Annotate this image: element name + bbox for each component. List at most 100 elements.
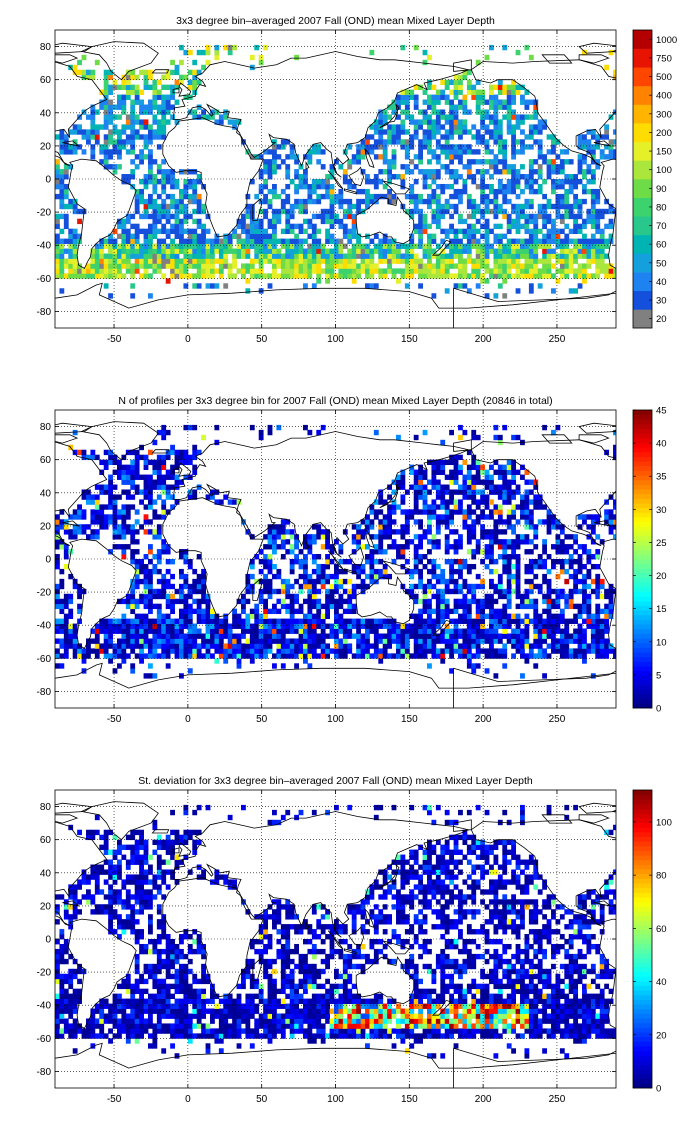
data-bin [528, 248, 534, 254]
data-bin [351, 228, 357, 235]
data-bin [63, 149, 69, 155]
data-bin [254, 633, 260, 639]
data-bin [559, 273, 565, 279]
data-bin [365, 243, 370, 249]
data-bin [480, 109, 486, 115]
data-bin [356, 539, 361, 545]
data-bin [63, 164, 69, 170]
data-bin [502, 628, 508, 634]
data-bin [365, 554, 370, 560]
data-bin [351, 623, 357, 629]
data-bin [493, 534, 499, 540]
data-bin [334, 573, 339, 580]
data-bin [187, 603, 193, 610]
colorbar-tick-label: 80 [656, 202, 667, 213]
data-bin [130, 159, 136, 165]
data-bin [223, 633, 229, 639]
data-bin [440, 573, 446, 580]
data-bin [440, 593, 446, 600]
data-bin [462, 129, 468, 135]
data-bin [63, 183, 69, 190]
data-bin [520, 238, 525, 244]
data-bin [475, 243, 481, 249]
data-bin [148, 203, 153, 210]
data-bin [369, 623, 375, 629]
data-bin [267, 164, 273, 170]
data-bin [502, 154, 508, 160]
data-bin [196, 253, 202, 259]
data-bin [418, 648, 423, 654]
data-bin [103, 149, 109, 155]
data-bin [533, 504, 539, 510]
data-bin [559, 568, 565, 575]
data-bin [431, 233, 437, 239]
data-bin [382, 129, 388, 135]
data-bin [458, 539, 463, 545]
colorbar-swatch [633, 160, 652, 180]
data-bin [55, 268, 60, 274]
data-bin [90, 124, 96, 130]
data-bin [294, 54, 299, 61]
data-bin [449, 79, 455, 86]
data-bin [466, 534, 472, 540]
data-bin [586, 144, 592, 150]
colorbar-tick-label: 50 [656, 258, 667, 269]
data-bin [90, 648, 96, 654]
data-bin [497, 104, 503, 110]
data-bin [232, 499, 237, 505]
data-bin [427, 273, 432, 279]
data-bin [444, 129, 450, 135]
data-bin [551, 139, 556, 145]
data-bin [391, 253, 397, 259]
data-bin [444, 288, 450, 294]
data-bin [404, 283, 410, 289]
data-bin [511, 179, 517, 185]
data-bin [258, 633, 264, 639]
data-bin [196, 583, 202, 590]
data-bin [112, 104, 118, 110]
data-bin [568, 603, 574, 610]
data-bin [156, 213, 162, 220]
data-bin [148, 213, 153, 220]
colorbar-tick-label: 500 [656, 72, 672, 83]
data-bin [480, 559, 486, 565]
data-bin [334, 623, 339, 629]
data-bin [484, 648, 490, 654]
data-bin [307, 578, 313, 585]
data-bin [81, 653, 87, 659]
data-bin [431, 509, 437, 515]
data-bin [475, 643, 481, 649]
data-bin [356, 529, 361, 535]
data-bin [484, 233, 490, 239]
data-bin [285, 618, 291, 624]
data-bin [462, 188, 468, 195]
data-bin [497, 509, 503, 515]
data-bin [480, 613, 486, 619]
data-bin [134, 243, 140, 249]
data-bin [524, 563, 530, 570]
data-bin [249, 563, 255, 570]
data-bin [125, 633, 131, 639]
data-bin [338, 603, 344, 610]
data-bin [68, 514, 74, 520]
data-bin [90, 248, 96, 254]
data-bin [555, 154, 561, 160]
data-bin [156, 228, 162, 235]
data-bin [360, 258, 366, 264]
data-bin [466, 253, 472, 259]
data-bin [351, 588, 357, 595]
data-bin [245, 613, 251, 619]
y-tick-label: 40 [40, 108, 52, 119]
data-bin [103, 268, 109, 274]
data-bin [143, 154, 149, 160]
data-bin [192, 608, 198, 615]
data-bin [577, 213, 583, 220]
data-bin [515, 539, 521, 545]
data-bin [258, 154, 264, 160]
data-bin [316, 529, 322, 535]
data-bin [387, 633, 392, 639]
data-bin [334, 253, 339, 259]
data-bin [130, 524, 136, 530]
data-bin [148, 628, 153, 634]
data-bin [192, 633, 198, 639]
